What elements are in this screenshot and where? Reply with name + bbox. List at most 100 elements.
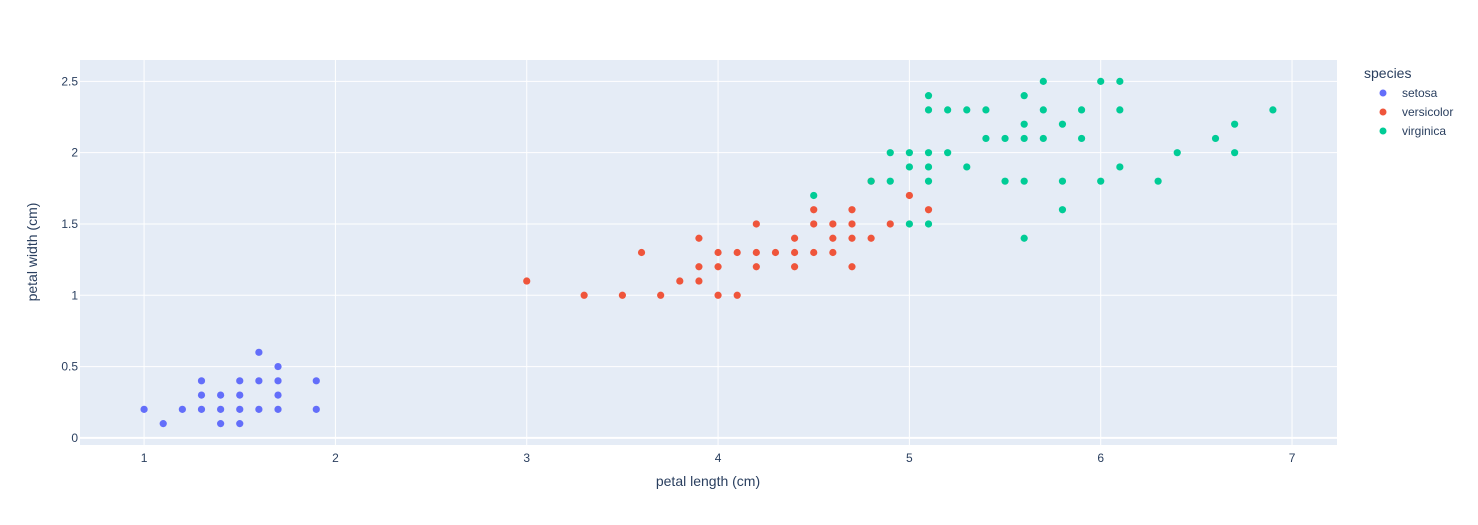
data-point-virginica[interactable] — [1058, 206, 1067, 214]
data-point-virginica[interactable] — [982, 134, 990, 143]
data-point-versicolor[interactable] — [790, 263, 799, 271]
data-point-versicolor[interactable] — [810, 206, 818, 214]
data-point-virginica[interactable] — [1097, 177, 1105, 185]
data-point-setosa[interactable] — [274, 405, 282, 413]
data-point-versicolor[interactable] — [676, 277, 684, 285]
legend-item-virginica[interactable]: virginica — [1379, 124, 1447, 138]
data-point-virginica[interactable] — [1039, 77, 1047, 85]
data-point-versicolor[interactable] — [714, 248, 722, 257]
data-point-setosa[interactable] — [140, 405, 148, 413]
data-point-virginica[interactable] — [1001, 177, 1009, 185]
data-point-versicolor[interactable] — [905, 191, 913, 200]
data-point-virginica[interactable] — [924, 177, 933, 185]
data-point-virginica[interactable] — [1231, 149, 1239, 157]
data-point-versicolor[interactable] — [695, 234, 703, 242]
data-point-setosa[interactable] — [274, 391, 282, 399]
data-point-versicolor[interactable] — [752, 248, 760, 257]
data-point-virginica[interactable] — [944, 149, 952, 157]
data-point-virginica[interactable] — [1039, 134, 1047, 143]
data-point-versicolor[interactable] — [733, 248, 741, 257]
data-point-setosa[interactable] — [197, 405, 206, 413]
data-point-setosa[interactable] — [217, 420, 225, 428]
data-point-virginica[interactable] — [1231, 120, 1239, 128]
data-point-versicolor[interactable] — [924, 206, 933, 214]
data-point-virginica[interactable] — [1020, 120, 1028, 128]
legend-item-versicolor[interactable]: versicolor — [1379, 105, 1454, 119]
data-point-virginica[interactable] — [982, 106, 990, 114]
data-point-versicolor[interactable] — [848, 206, 856, 214]
data-point-versicolor[interactable] — [733, 291, 741, 299]
data-point-setosa[interactable] — [217, 391, 225, 399]
data-point-setosa[interactable] — [274, 377, 282, 385]
data-point-setosa[interactable] — [236, 420, 244, 428]
data-point-virginica[interactable] — [1058, 120, 1067, 128]
data-point-virginica[interactable] — [886, 177, 894, 185]
data-point-versicolor[interactable] — [752, 263, 760, 271]
data-point-setosa[interactable] — [197, 391, 206, 399]
data-point-virginica[interactable] — [886, 149, 894, 157]
data-point-versicolor[interactable] — [752, 220, 760, 228]
data-point-versicolor[interactable] — [848, 263, 856, 271]
data-point-versicolor[interactable] — [867, 234, 875, 242]
data-point-versicolor[interactable] — [848, 234, 856, 242]
data-point-versicolor[interactable] — [637, 248, 646, 257]
data-point-virginica[interactable] — [1173, 149, 1181, 157]
data-point-virginica[interactable] — [905, 149, 913, 157]
data-point-virginica[interactable] — [924, 163, 933, 171]
data-point-versicolor[interactable] — [580, 291, 588, 299]
data-point-setosa[interactable] — [255, 348, 263, 356]
data-point-virginica[interactable] — [924, 149, 933, 157]
data-point-virginica[interactable] — [924, 92, 933, 100]
data-point-virginica[interactable] — [1154, 177, 1162, 185]
data-point-versicolor[interactable] — [810, 248, 818, 257]
data-point-virginica[interactable] — [1058, 177, 1067, 185]
data-point-setosa[interactable] — [236, 377, 244, 385]
data-point-virginica[interactable] — [944, 106, 952, 114]
data-point-setosa[interactable] — [255, 405, 263, 413]
data-point-setosa[interactable] — [312, 405, 320, 413]
data-point-versicolor[interactable] — [829, 248, 837, 257]
data-point-virginica[interactable] — [1116, 106, 1124, 114]
data-point-setosa[interactable] — [236, 405, 244, 413]
data-point-virginica[interactable] — [905, 163, 913, 171]
data-point-versicolor[interactable] — [829, 234, 837, 242]
data-point-virginica[interactable] — [1077, 106, 1086, 114]
data-point-virginica[interactable] — [905, 220, 913, 228]
data-point-virginica[interactable] — [1039, 106, 1047, 114]
data-point-virginica[interactable] — [1001, 134, 1009, 143]
data-point-versicolor[interactable] — [810, 220, 818, 228]
data-point-versicolor[interactable] — [714, 263, 722, 271]
data-point-versicolor[interactable] — [695, 263, 703, 271]
data-point-virginica[interactable] — [1020, 177, 1028, 185]
data-point-setosa[interactable] — [159, 420, 167, 428]
data-point-versicolor[interactable] — [657, 291, 665, 299]
data-point-virginica[interactable] — [1020, 134, 1028, 143]
data-point-virginica[interactable] — [1077, 134, 1086, 143]
data-point-virginica[interactable] — [1020, 234, 1028, 242]
data-point-virginica[interactable] — [1116, 77, 1124, 85]
data-point-virginica[interactable] — [1097, 77, 1105, 85]
data-point-versicolor[interactable] — [771, 248, 780, 257]
data-point-setosa[interactable] — [178, 405, 186, 413]
data-point-setosa[interactable] — [217, 405, 225, 413]
data-point-virginica[interactable] — [867, 177, 875, 185]
data-point-setosa[interactable] — [255, 377, 263, 385]
data-point-versicolor[interactable] — [695, 277, 703, 285]
data-point-virginica[interactable] — [963, 106, 971, 114]
data-point-versicolor[interactable] — [848, 220, 856, 228]
data-point-versicolor[interactable] — [714, 291, 722, 299]
data-point-versicolor[interactable] — [829, 220, 837, 228]
data-point-virginica[interactable] — [924, 106, 933, 114]
legend-item-setosa[interactable]: setosa — [1379, 86, 1438, 100]
data-point-virginica[interactable] — [1211, 134, 1220, 143]
data-point-virginica[interactable] — [1020, 92, 1028, 100]
data-point-versicolor[interactable] — [886, 220, 894, 228]
data-point-versicolor[interactable] — [790, 234, 799, 242]
data-point-virginica[interactable] — [924, 220, 933, 228]
data-point-virginica[interactable] — [963, 163, 971, 171]
data-point-setosa[interactable] — [274, 362, 282, 371]
data-point-versicolor[interactable] — [618, 291, 627, 299]
data-point-versicolor[interactable] — [523, 277, 531, 285]
data-point-virginica[interactable] — [1269, 106, 1277, 114]
data-point-virginica[interactable] — [1116, 163, 1124, 171]
